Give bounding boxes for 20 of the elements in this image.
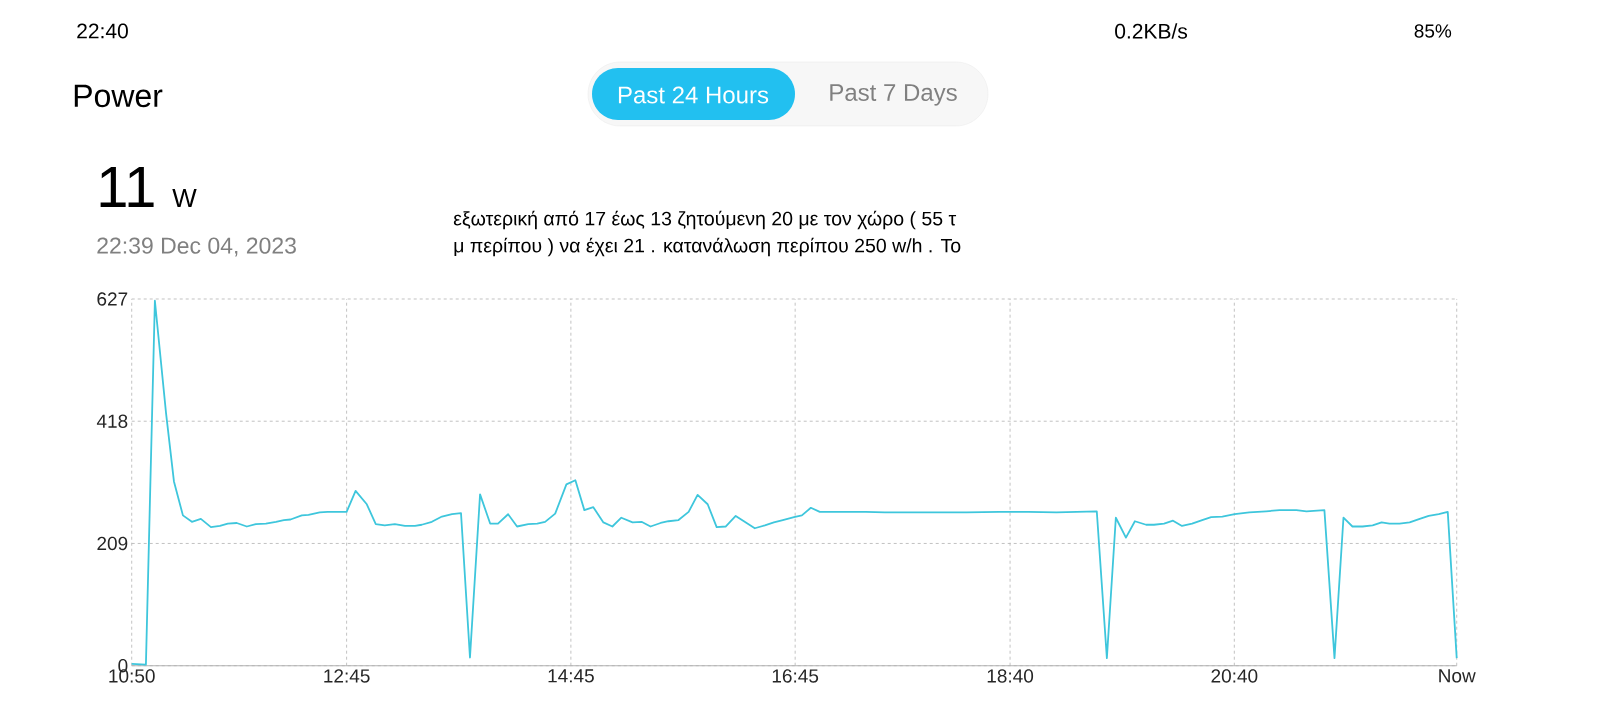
x-tick-label: 18:40 (987, 669, 1034, 683)
chart-title: Power (74, 84, 163, 108)
text: μ περίπου ) να έχει 21 . κατανάλωση περίπου 250 w/h . Το (454, 237, 961, 257)
text: 22:40 (77, 23, 128, 39)
text: Past 7 Days (830, 84, 957, 106)
text: 85% (1414, 24, 1452, 38)
y-tick-label: 209 (97, 536, 128, 551)
text: W (172, 189, 197, 207)
x-tick-label: 16:45 (772, 669, 819, 683)
text: 0.2KB/s (1115, 23, 1188, 39)
text: 22:39 Dec 04, 2023 (97, 237, 296, 257)
x-tick-label: 14:45 (548, 669, 594, 683)
x-tick-label: 12:45 (324, 669, 370, 683)
text: 11 (100, 167, 154, 207)
text: εξωτερική από 17 έως 13 ζητούμενη 20 με τον χώρο ( 55 τ (453, 210, 957, 230)
text: Past 24 Hours (618, 86, 769, 104)
x-tick-label: 20:40 (1211, 669, 1258, 683)
x-tick-label: Now (1439, 669, 1476, 683)
y-tick-label: 418 (96, 414, 128, 428)
y-tick-label: 627 (97, 292, 128, 306)
